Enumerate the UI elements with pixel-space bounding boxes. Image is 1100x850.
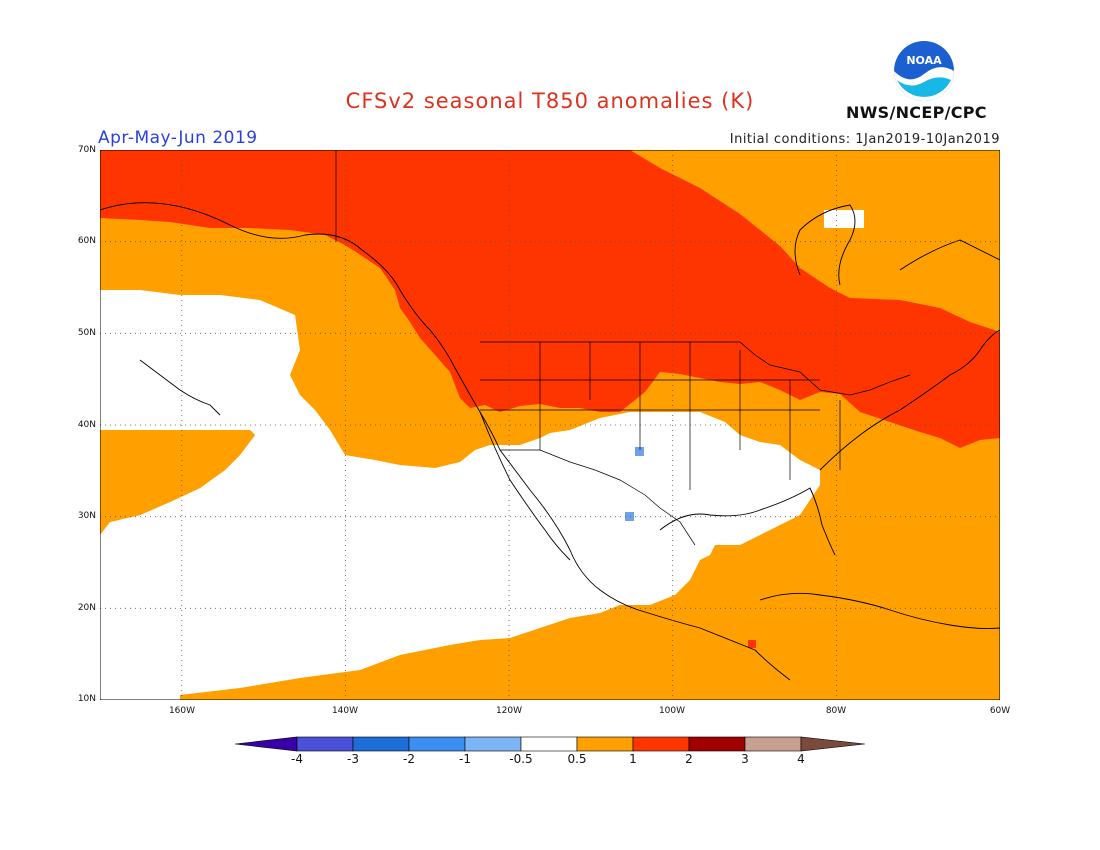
colorbar-label: -4 bbox=[291, 752, 303, 766]
anomaly-fill-orange-band bbox=[100, 430, 255, 528]
colorbar-min-arrow bbox=[235, 736, 298, 752]
anomaly-fill-white-east bbox=[100, 290, 820, 700]
anomaly-fill-white-north bbox=[824, 210, 864, 228]
lat-tick: 10N bbox=[77, 694, 96, 704]
colorbar-label: -2 bbox=[403, 752, 415, 766]
map-grid bbox=[100, 150, 1000, 700]
colorbar-label: -3 bbox=[347, 752, 359, 766]
colorbar-max-arrow bbox=[800, 736, 865, 752]
noaa-logo: NOAA bbox=[894, 41, 954, 101]
lon-tick: 100W bbox=[658, 706, 686, 716]
coastlines bbox=[100, 202, 1000, 681]
colorbar bbox=[235, 736, 865, 752]
colorbar-label: 2 bbox=[685, 752, 693, 766]
anomaly-positive-spot bbox=[748, 640, 756, 648]
lat-tick: 30N bbox=[77, 511, 96, 521]
lat-tick: 60N bbox=[77, 236, 96, 246]
map-title: CFSv2 seasonal T850 anomalies (K) bbox=[345, 89, 755, 113]
lat-tick: 40N bbox=[77, 420, 96, 430]
lon-tick: 160W bbox=[168, 706, 196, 716]
colorbar-segment bbox=[744, 736, 802, 752]
colorbar-label: 3 bbox=[741, 752, 749, 766]
colorbar-segment bbox=[296, 736, 354, 752]
colorbar-segment bbox=[688, 736, 746, 752]
colorbar-segment bbox=[576, 736, 634, 752]
anomaly-map bbox=[100, 150, 1000, 700]
lon-tick: 80W bbox=[825, 706, 847, 716]
colorbar-label: 0.5 bbox=[567, 752, 587, 766]
lat-tick: 70N bbox=[77, 145, 96, 155]
colorbar-segment bbox=[632, 736, 690, 752]
lat-tick: 50N bbox=[77, 328, 96, 338]
colorbar-label: -0.5 bbox=[509, 752, 533, 766]
anomaly-negative-1 bbox=[635, 447, 644, 456]
colorbar-label: 4 bbox=[797, 752, 805, 766]
lon-tick: 60W bbox=[989, 706, 1011, 716]
colorbar-segment bbox=[408, 736, 466, 752]
lon-tick: 140W bbox=[331, 706, 359, 716]
lon-tick: 120W bbox=[495, 706, 523, 716]
logo-text: NOAA bbox=[906, 54, 942, 67]
anomaly-negative-2 bbox=[625, 512, 634, 521]
colorbar-segment bbox=[464, 736, 522, 752]
initial-conditions: Initial conditions: 1Jan2019-10Jan2019 bbox=[729, 132, 1000, 147]
borders bbox=[335, 150, 911, 546]
forecast-period: Apr-May-Jun 2019 bbox=[98, 128, 258, 148]
lat-tick: 20N bbox=[77, 603, 96, 613]
colorbar-segment bbox=[520, 736, 578, 752]
colorbar-label: -1 bbox=[459, 752, 471, 766]
organization-label: NWS/NCEP/CPC bbox=[846, 103, 987, 122]
colorbar-segment bbox=[352, 736, 410, 752]
anomaly-fill-red bbox=[100, 150, 1000, 448]
colorbar-label: 1 bbox=[629, 752, 637, 766]
